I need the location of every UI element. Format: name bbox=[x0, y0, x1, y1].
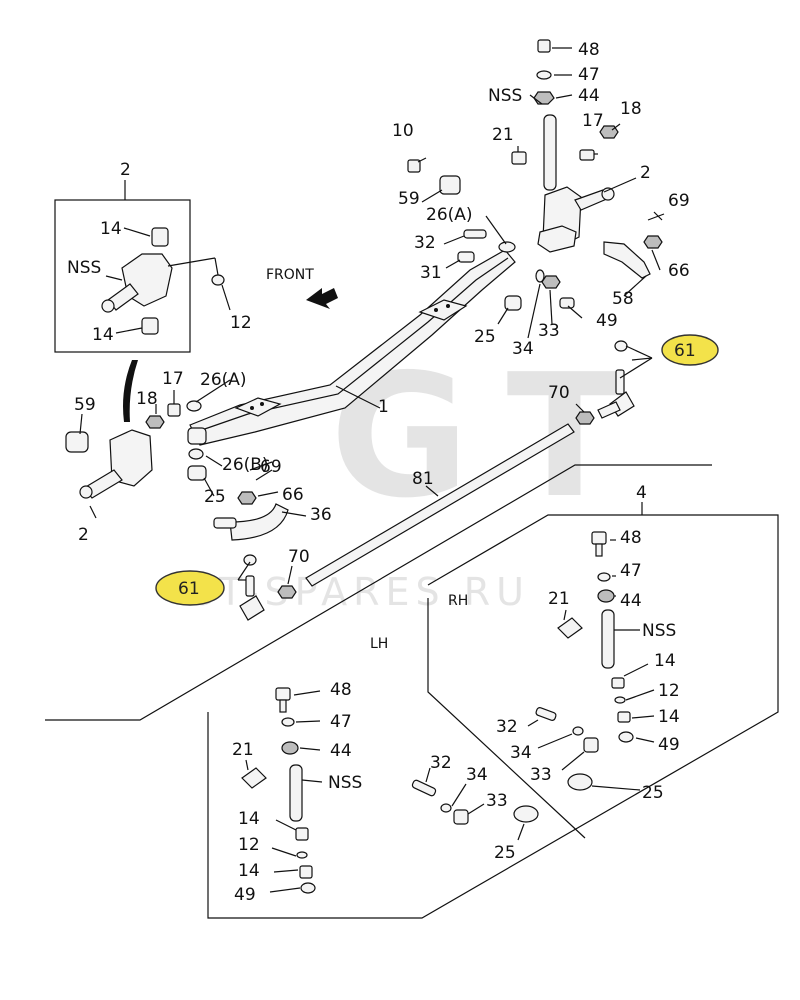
label-nss-top: NSS bbox=[488, 86, 522, 106]
rh-section: 4 RH 48 47 44 21 NSS 14 1 bbox=[448, 483, 680, 803]
lh-label-12: 12 bbox=[238, 835, 260, 855]
label-bolt-48: 48 bbox=[578, 40, 600, 60]
inset-label-14-top: 14 bbox=[100, 219, 122, 239]
lh-label-32: 32 bbox=[430, 753, 452, 773]
label-shim-26a-left: 26(A) bbox=[200, 370, 247, 390]
lh-label-48: 48 bbox=[330, 680, 352, 700]
label-nut-70-left: 70 bbox=[288, 547, 310, 567]
rh-label-32: 32 bbox=[496, 717, 518, 737]
rh-label-34: 34 bbox=[510, 743, 532, 763]
section-dividers bbox=[45, 464, 779, 919]
label-bolt-17-right: 17 bbox=[582, 111, 604, 131]
lh-label-49: 49 bbox=[234, 885, 256, 905]
label-nut-70-right: 70 bbox=[548, 383, 570, 403]
rh-label-12: 12 bbox=[658, 681, 680, 701]
inset-kit-box: 2 14 NSS 14 12 bbox=[54, 160, 252, 353]
rh-label-44: 44 bbox=[620, 591, 642, 611]
front-label: FRONT bbox=[266, 267, 314, 283]
label-bolt-17-left: 17 bbox=[162, 369, 184, 389]
lh-label-47: 47 bbox=[330, 712, 352, 732]
rh-label-49: 49 bbox=[658, 735, 680, 755]
label-nut-33: 33 bbox=[538, 321, 560, 341]
label-nipple-31: 31 bbox=[420, 263, 442, 283]
label-spacer-59-right: 59 bbox=[398, 189, 420, 209]
ref-badge-61-left-text: 61 bbox=[178, 579, 200, 599]
label-washer-49: 49 bbox=[596, 311, 618, 331]
label-spacer-59-left: 59 bbox=[74, 395, 96, 415]
rh-label-25: 25 bbox=[642, 783, 664, 803]
label-shim-26b: 26(B) bbox=[222, 455, 269, 475]
inset-seal-ring bbox=[211, 274, 225, 286]
inset-label-nss: NSS bbox=[67, 258, 101, 278]
lh-label-44: 44 bbox=[330, 741, 352, 761]
label-pin-69-left: 69 bbox=[260, 457, 282, 477]
watermark: GT GT-SPARES.RU bbox=[185, 338, 623, 614]
label-pin-69-right: 69 bbox=[668, 191, 690, 211]
label-arm-58: 58 bbox=[612, 289, 634, 309]
ref-badge-61-right-text: 61 bbox=[674, 341, 696, 361]
lh-label-33: 33 bbox=[486, 791, 508, 811]
lh-label-25: 25 bbox=[494, 843, 516, 863]
left-knuckle-assembly bbox=[65, 400, 297, 621]
lh-label-14-b: 14 bbox=[238, 861, 260, 881]
label-nipple-21: 21 bbox=[492, 125, 514, 145]
label-nut-66-right: 66 bbox=[668, 261, 690, 281]
label-washer-34: 34 bbox=[512, 339, 534, 359]
label-shim-26a-right: 26(A) bbox=[426, 205, 473, 225]
kingpin-nss bbox=[543, 114, 557, 191]
side-label-lh: LH bbox=[370, 636, 388, 652]
label-washer-47: 47 bbox=[578, 65, 600, 85]
label-arm-36: 36 bbox=[310, 505, 332, 525]
lh-label-21: 21 bbox=[232, 740, 254, 760]
label-nut-66-left: 66 bbox=[282, 485, 304, 505]
side-label-rh: RH bbox=[448, 593, 468, 609]
label-tie-rod-81: 81 bbox=[412, 469, 434, 489]
label-bushing-25-right: 25 bbox=[474, 327, 496, 347]
inset-label-14-bottom: 14 bbox=[92, 325, 114, 345]
rh-label-21: 21 bbox=[548, 589, 570, 609]
lh-label-14-a: 14 bbox=[238, 809, 260, 829]
label-bolt-10: 10 bbox=[392, 121, 414, 141]
label-nut-44: 44 bbox=[578, 86, 600, 106]
ref-badge-61-left[interactable]: 61 bbox=[155, 570, 225, 606]
tie-rod bbox=[305, 423, 575, 587]
right-knuckle-assembly bbox=[407, 39, 665, 425]
rh-label-14-a: 14 bbox=[654, 651, 676, 671]
main-labels: 1 2 2 10 59 59 26(A) 26(A) 26(B) 32 31 2… bbox=[74, 40, 690, 567]
front-arrow-icon bbox=[306, 288, 338, 309]
group-label-4: 4 bbox=[636, 483, 647, 503]
label-nut-18-left: 18 bbox=[136, 389, 158, 409]
inset-label-12: 12 bbox=[230, 313, 252, 333]
lh-label-nss: NSS bbox=[328, 773, 362, 793]
label-knuckle-2-left: 2 bbox=[78, 525, 89, 545]
inset-knuckle bbox=[101, 227, 173, 335]
lh-label-34: 34 bbox=[466, 765, 488, 785]
label-axle-1: 1 bbox=[378, 397, 389, 417]
front-axle-beam bbox=[189, 249, 516, 446]
label-nut-18-right: 18 bbox=[620, 99, 642, 119]
front-indicator: FRONT bbox=[266, 267, 338, 309]
rh-label-48: 48 bbox=[620, 528, 642, 548]
inset-pointer bbox=[123, 360, 138, 422]
lh-section: LH 48 47 44 21 NSS 14 12 14 bbox=[232, 636, 539, 905]
rh-label-33: 33 bbox=[530, 765, 552, 785]
label-knuckle-2-right: 2 bbox=[640, 163, 651, 183]
leader-lines bbox=[79, 47, 663, 585]
rh-label-14-b: 14 bbox=[658, 707, 680, 727]
ref-badge-61-right[interactable]: 61 bbox=[661, 334, 719, 366]
rh-label-nss: NSS bbox=[642, 621, 676, 641]
label-bushing-25-left: 25 bbox=[204, 487, 226, 507]
label-bolt-32: 32 bbox=[414, 233, 436, 253]
group-label-2: 2 bbox=[120, 160, 131, 180]
rh-label-47: 47 bbox=[620, 561, 642, 581]
